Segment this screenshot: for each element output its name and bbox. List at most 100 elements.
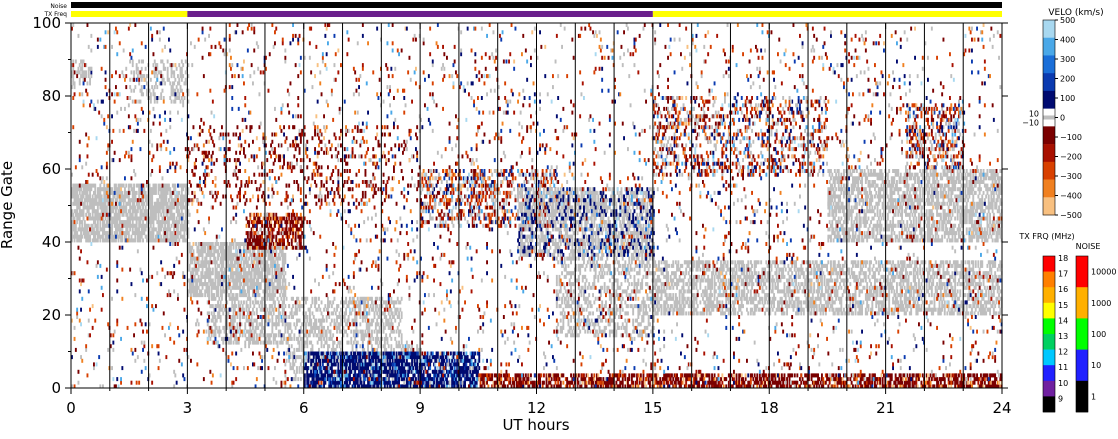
- echo-cell: [130, 216, 133, 221]
- echo-cell: [76, 205, 79, 210]
- echo-cell: [358, 307, 360, 312]
- echo-cell: [93, 238, 95, 243]
- echo-cell: [227, 263, 230, 268]
- echo-cell: [86, 187, 89, 192]
- echo-cell: [165, 201, 168, 206]
- echo-cell: [230, 260, 232, 265]
- echo-cell: [378, 358, 381, 363]
- echo-cell: [223, 249, 226, 254]
- echo-cell: [214, 274, 217, 279]
- echo-cell: [228, 296, 231, 301]
- echo-cell: [248, 289, 250, 294]
- echo-cell: [191, 245, 194, 250]
- echo-cell: [218, 252, 221, 257]
- echo-cell: [576, 377, 579, 382]
- echo-cell: [374, 322, 377, 327]
- echo-cell: [368, 311, 371, 316]
- echo-cell: [130, 183, 133, 188]
- echo-cell: [126, 190, 129, 195]
- echo-cell: [259, 242, 262, 246]
- echo-cell: [249, 274, 252, 279]
- echo-cell: [390, 344, 393, 349]
- echo-cell: [554, 380, 557, 385]
- echo-cell: [403, 373, 406, 378]
- echo-cell: [343, 377, 346, 382]
- echo-cell: [196, 267, 199, 272]
- echo-cell: [404, 373, 407, 378]
- echo-cell: [305, 366, 307, 371]
- echo-cell: [165, 194, 168, 199]
- echo-cell: [222, 242, 225, 246]
- echo-cell: [82, 70, 85, 75]
- echo-cell: [153, 59, 156, 64]
- echo-cell: [122, 223, 125, 228]
- echo-cell: [246, 329, 249, 334]
- echo-cell: [415, 377, 417, 382]
- echo-cell: [81, 70, 84, 75]
- echo-cell: [271, 315, 274, 319]
- echo-cell: [134, 212, 137, 217]
- echo-cell: [271, 318, 274, 323]
- echo-cell: [478, 366, 481, 371]
- echo-cell: [320, 369, 323, 374]
- echo-cell: [253, 340, 256, 345]
- echo-cell: [319, 307, 322, 312]
- echo-cell: [396, 325, 399, 330]
- echo-cell: [299, 227, 302, 232]
- echo-cell: [424, 384, 426, 389]
- echo-cell: [314, 384, 316, 389]
- echo-cell: [204, 245, 207, 250]
- echo-cell: [253, 271, 256, 276]
- echo-cell: [283, 285, 285, 290]
- echo-cell: [515, 384, 518, 389]
- echo-cell: [548, 373, 550, 378]
- echo-cell: [364, 333, 367, 338]
- echo-cell: [658, 380, 660, 385]
- echo-cell: [358, 300, 360, 305]
- echo-cell: [373, 369, 376, 374]
- echo-cell: [368, 380, 371, 385]
- echo-cell: [235, 296, 238, 301]
- echo-cell: [314, 358, 316, 363]
- echo-cell: [182, 63, 185, 68]
- echo-cell: [303, 333, 306, 338]
- echo-cell: [584, 384, 587, 389]
- echo-cell: [235, 267, 238, 272]
- echo-cell: [290, 238, 293, 243]
- echo-cell: [311, 384, 314, 389]
- echo-cell: [131, 59, 134, 64]
- echo-cell: [381, 311, 384, 316]
- echo-cell: [266, 282, 269, 287]
- echo-cell: [257, 293, 260, 298]
- echo-cell: [191, 289, 194, 294]
- echo-cell: [386, 384, 389, 389]
- echo-cell: [83, 231, 86, 236]
- echo-cell: [321, 377, 324, 382]
- echo-cell: [111, 220, 113, 225]
- echo-cell: [319, 351, 322, 356]
- echo-cell: [332, 351, 335, 356]
- echo-cell: [374, 380, 377, 385]
- echo-cell: [449, 366, 452, 371]
- echo-cell: [280, 231, 283, 236]
- echo-cell: [412, 380, 415, 385]
- echo-cell: [162, 187, 165, 192]
- echo-cell: [144, 77, 147, 82]
- echo-cell: [131, 198, 134, 203]
- echo-cell: [117, 212, 120, 217]
- echo-cell: [378, 329, 381, 334]
- echo-cell: [438, 373, 441, 378]
- echo-cell: [161, 220, 164, 225]
- echo-cell: [177, 88, 179, 93]
- echo-cell: [249, 212, 252, 217]
- echo-cell: [422, 355, 425, 360]
- echo-cell: [383, 325, 386, 330]
- echo-cell: [283, 336, 285, 341]
- echo-cell: [170, 70, 173, 75]
- echo-cell: [607, 384, 610, 389]
- echo-cell: [209, 260, 212, 265]
- echo-cell: [430, 351, 433, 356]
- echo-cell: [363, 333, 366, 338]
- echo-cell: [275, 322, 278, 327]
- echo-cell: [395, 311, 398, 316]
